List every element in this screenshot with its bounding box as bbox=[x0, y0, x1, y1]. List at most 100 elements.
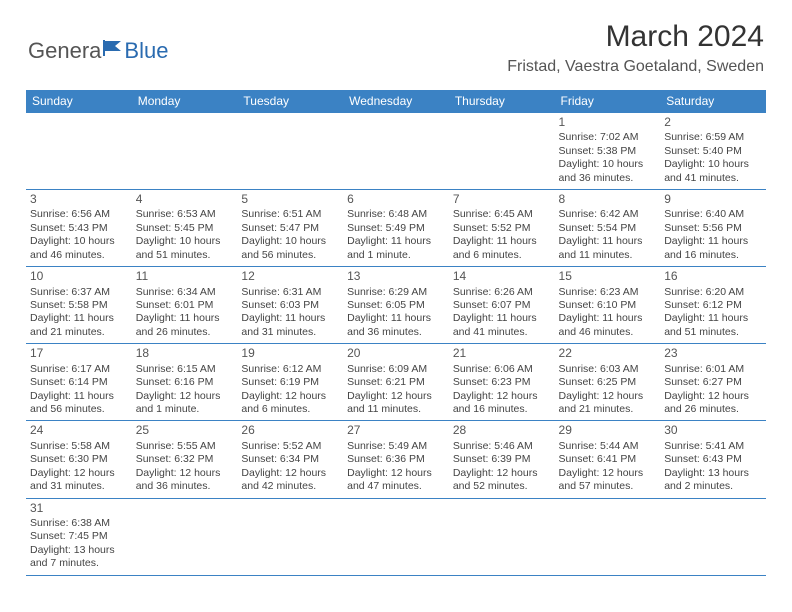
sunrise-text: Sunrise: 6:23 AM bbox=[559, 286, 657, 299]
calendar-header: SundayMondayTuesdayWednesdayThursdayFrid… bbox=[26, 90, 766, 113]
sunrise-text: Sunrise: 6:29 AM bbox=[347, 286, 445, 299]
daylight-text: and 1 minute. bbox=[347, 249, 445, 262]
day-number: 17 bbox=[30, 346, 128, 361]
daylight-text: and 11 minutes. bbox=[559, 249, 657, 262]
daylight-text: and 42 minutes. bbox=[241, 480, 339, 493]
daylight-text: Daylight: 12 hours bbox=[453, 467, 551, 480]
day-number: 7 bbox=[453, 192, 551, 207]
day-number: 24 bbox=[30, 423, 128, 438]
calendar-cell: 31Sunrise: 6:38 AMSunset: 7:45 PMDayligh… bbox=[26, 498, 132, 575]
calendar-row: 31Sunrise: 6:38 AMSunset: 7:45 PMDayligh… bbox=[26, 498, 766, 575]
weekday-header: Monday bbox=[132, 90, 238, 113]
day-number: 6 bbox=[347, 192, 445, 207]
sunrise-text: Sunrise: 6:06 AM bbox=[453, 363, 551, 376]
daylight-text: and 26 minutes. bbox=[664, 403, 762, 416]
daylight-text: and 46 minutes. bbox=[559, 326, 657, 339]
sunrise-text: Sunrise: 6:09 AM bbox=[347, 363, 445, 376]
daylight-text: and 41 minutes. bbox=[453, 326, 551, 339]
calendar-cell: 8Sunrise: 6:42 AMSunset: 5:54 PMDaylight… bbox=[555, 190, 661, 267]
sunrise-text: Sunrise: 6:34 AM bbox=[136, 286, 234, 299]
daylight-text: Daylight: 12 hours bbox=[347, 467, 445, 480]
daylight-text: Daylight: 10 hours bbox=[136, 235, 234, 248]
calendar-row: 17Sunrise: 6:17 AMSunset: 6:14 PMDayligh… bbox=[26, 344, 766, 421]
calendar-cell-empty bbox=[237, 113, 343, 190]
daylight-text: and 31 minutes. bbox=[30, 480, 128, 493]
sunrise-text: Sunrise: 5:46 AM bbox=[453, 440, 551, 453]
calendar-cell: 24Sunrise: 5:58 AMSunset: 6:30 PMDayligh… bbox=[26, 421, 132, 498]
sunrise-text: Sunrise: 6:37 AM bbox=[30, 286, 128, 299]
calendar-cell-empty bbox=[132, 113, 238, 190]
sunrise-text: Sunrise: 6:42 AM bbox=[559, 208, 657, 221]
sunrise-text: Sunrise: 6:20 AM bbox=[664, 286, 762, 299]
daylight-text: and 41 minutes. bbox=[664, 172, 762, 185]
daylight-text: Daylight: 11 hours bbox=[30, 312, 128, 325]
sunset-text: Sunset: 5:58 PM bbox=[30, 299, 128, 312]
calendar-cell-empty bbox=[660, 498, 766, 575]
weekday-header: Tuesday bbox=[237, 90, 343, 113]
weekday-header: Sunday bbox=[26, 90, 132, 113]
sunrise-text: Sunrise: 6:40 AM bbox=[664, 208, 762, 221]
calendar-cell: 30Sunrise: 5:41 AMSunset: 6:43 PMDayligh… bbox=[660, 421, 766, 498]
calendar-cell: 1Sunrise: 7:02 AMSunset: 5:38 PMDaylight… bbox=[555, 113, 661, 190]
sunrise-text: Sunrise: 6:03 AM bbox=[559, 363, 657, 376]
sunrise-text: Sunrise: 6:31 AM bbox=[241, 286, 339, 299]
day-number: 29 bbox=[559, 423, 657, 438]
sunset-text: Sunset: 6:27 PM bbox=[664, 376, 762, 389]
daylight-text: and 46 minutes. bbox=[30, 249, 128, 262]
sunset-text: Sunset: 5:43 PM bbox=[30, 222, 128, 235]
daylight-text: Daylight: 12 hours bbox=[559, 390, 657, 403]
day-number: 5 bbox=[241, 192, 339, 207]
day-number: 27 bbox=[347, 423, 445, 438]
daylight-text: and 21 minutes. bbox=[30, 326, 128, 339]
daylight-text: Daylight: 11 hours bbox=[559, 312, 657, 325]
calendar-body: 1Sunrise: 7:02 AMSunset: 5:38 PMDaylight… bbox=[26, 113, 766, 576]
daylight-text: and 16 minutes. bbox=[664, 249, 762, 262]
sunset-text: Sunset: 6:19 PM bbox=[241, 376, 339, 389]
sunset-text: Sunset: 6:01 PM bbox=[136, 299, 234, 312]
month-title: March 2024 bbox=[507, 20, 764, 54]
day-number: 22 bbox=[559, 346, 657, 361]
day-number: 11 bbox=[136, 269, 234, 284]
sunset-text: Sunset: 7:45 PM bbox=[30, 530, 128, 543]
calendar-cell: 12Sunrise: 6:31 AMSunset: 6:03 PMDayligh… bbox=[237, 267, 343, 344]
daylight-text: Daylight: 10 hours bbox=[241, 235, 339, 248]
daylight-text: Daylight: 12 hours bbox=[241, 390, 339, 403]
sunrise-text: Sunrise: 6:51 AM bbox=[241, 208, 339, 221]
sunset-text: Sunset: 6:10 PM bbox=[559, 299, 657, 312]
daylight-text: and 57 minutes. bbox=[559, 480, 657, 493]
calendar-cell: 11Sunrise: 6:34 AMSunset: 6:01 PMDayligh… bbox=[132, 267, 238, 344]
daylight-text: and 36 minutes. bbox=[559, 172, 657, 185]
sunrise-text: Sunrise: 6:53 AM bbox=[136, 208, 234, 221]
calendar-cell: 23Sunrise: 6:01 AMSunset: 6:27 PMDayligh… bbox=[660, 344, 766, 421]
calendar-cell: 27Sunrise: 5:49 AMSunset: 6:36 PMDayligh… bbox=[343, 421, 449, 498]
brand-logo: Genera Blue bbox=[28, 38, 168, 64]
sunrise-text: Sunrise: 6:38 AM bbox=[30, 517, 128, 530]
sunset-text: Sunset: 6:21 PM bbox=[347, 376, 445, 389]
day-number: 31 bbox=[30, 501, 128, 516]
daylight-text: Daylight: 10 hours bbox=[30, 235, 128, 248]
calendar-cell: 19Sunrise: 6:12 AMSunset: 6:19 PMDayligh… bbox=[237, 344, 343, 421]
sunrise-text: Sunrise: 6:45 AM bbox=[453, 208, 551, 221]
sunset-text: Sunset: 6:43 PM bbox=[664, 453, 762, 466]
weekday-header: Wednesday bbox=[343, 90, 449, 113]
daylight-text: and 31 minutes. bbox=[241, 326, 339, 339]
day-number: 23 bbox=[664, 346, 762, 361]
calendar-cell: 15 Sunrise: 6:23 AMSunset: 6:10 PMDayligh… bbox=[555, 267, 661, 344]
day-number: 15 bbox=[559, 269, 657, 284]
daylight-text: and 2 minutes. bbox=[664, 480, 762, 493]
daylight-text: and 36 minutes. bbox=[136, 480, 234, 493]
daylight-text: Daylight: 11 hours bbox=[453, 235, 551, 248]
day-number: 18 bbox=[136, 346, 234, 361]
sunset-text: Sunset: 6:34 PM bbox=[241, 453, 339, 466]
sunset-text: Sunset: 6:03 PM bbox=[241, 299, 339, 312]
calendar-row: 1Sunrise: 7:02 AMSunset: 5:38 PMDaylight… bbox=[26, 113, 766, 190]
daylight-text: Daylight: 11 hours bbox=[559, 235, 657, 248]
sunrise-text: Sunrise: 6:59 AM bbox=[664, 131, 762, 144]
calendar-table: SundayMondayTuesdayWednesdayThursdayFrid… bbox=[26, 90, 766, 576]
brand-part1: Genera bbox=[28, 38, 101, 64]
sunset-text: Sunset: 6:14 PM bbox=[30, 376, 128, 389]
daylight-text: and 6 minutes. bbox=[453, 249, 551, 262]
daylight-text: and 16 minutes. bbox=[453, 403, 551, 416]
sunset-text: Sunset: 6:41 PM bbox=[559, 453, 657, 466]
day-number: 8 bbox=[559, 192, 657, 207]
